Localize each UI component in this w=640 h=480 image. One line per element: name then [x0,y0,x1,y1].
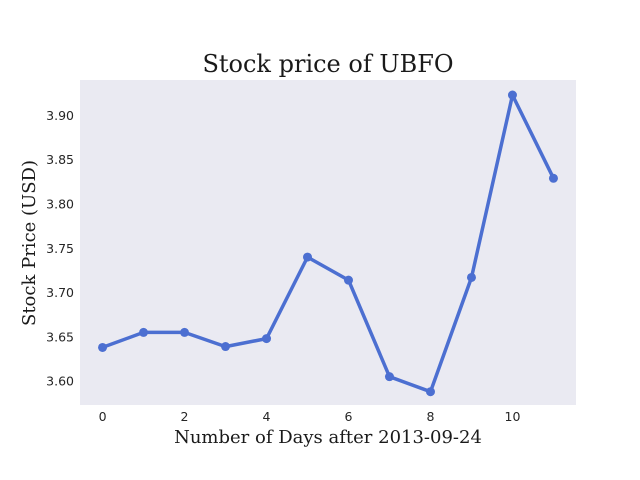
y-axis-label: Stock Price (USD) [19,160,40,326]
series-layer [98,90,558,397]
data-point [343,275,353,285]
plot-area [80,80,576,405]
x-axis-label: Number of Days after 2013-09-24 [174,427,482,448]
data-point [262,334,272,344]
y-axis-ticks: 3.60 3.65 3.70 3.75 3.80 3.85 3.90 [46,108,74,389]
x-tick-label: 4 [263,409,271,424]
y-tick-label: 3.70 [46,285,74,300]
y-tick-label: 3.90 [46,108,74,123]
x-tick-label: 8 [427,409,435,424]
data-point [180,327,190,337]
chart-title: Stock price of UBFO [202,50,453,78]
x-tick-label: 2 [181,409,189,424]
data-point [548,173,558,183]
data-point [98,342,108,352]
data-point [303,252,313,262]
data-point [221,342,231,352]
data-point [139,327,149,337]
x-tick-label: 0 [99,409,107,424]
data-point [466,272,476,282]
x-tick-label: 10 [505,409,521,424]
data-point [384,372,394,382]
series-line [100,93,556,394]
y-tick-label: 3.85 [46,152,74,167]
y-tick-label: 3.65 [46,329,74,344]
data-point [507,90,517,100]
y-tick-label: 3.75 [46,241,74,256]
x-axis-ticks: 0 2 4 6 8 10 [99,409,521,424]
y-tick-label: 3.60 [46,374,74,389]
x-tick-label: 6 [345,409,353,424]
data-point [425,387,435,397]
y-tick-label: 3.80 [46,196,74,211]
